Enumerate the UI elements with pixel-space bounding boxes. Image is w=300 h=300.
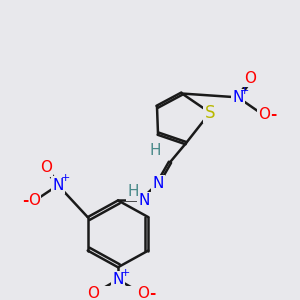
Text: O: O: [137, 286, 149, 300]
Text: +: +: [120, 268, 130, 278]
Text: N: N: [138, 193, 150, 208]
Text: O: O: [87, 286, 99, 300]
Text: N: N: [232, 90, 244, 105]
Text: N: N: [112, 272, 124, 287]
Text: -: -: [270, 107, 276, 122]
Text: N: N: [52, 178, 64, 193]
Text: -: -: [22, 193, 28, 208]
Text: O: O: [28, 193, 40, 208]
Text: O: O: [258, 107, 270, 122]
Text: N: N: [152, 176, 164, 191]
Text: H: H: [149, 143, 161, 158]
Text: O: O: [40, 160, 52, 175]
Text: +: +: [239, 86, 249, 96]
Text: +: +: [60, 173, 70, 184]
Text: O: O: [244, 71, 256, 86]
Text: H: H: [127, 184, 139, 199]
Text: -: -: [149, 286, 155, 300]
Text: S: S: [205, 103, 215, 122]
